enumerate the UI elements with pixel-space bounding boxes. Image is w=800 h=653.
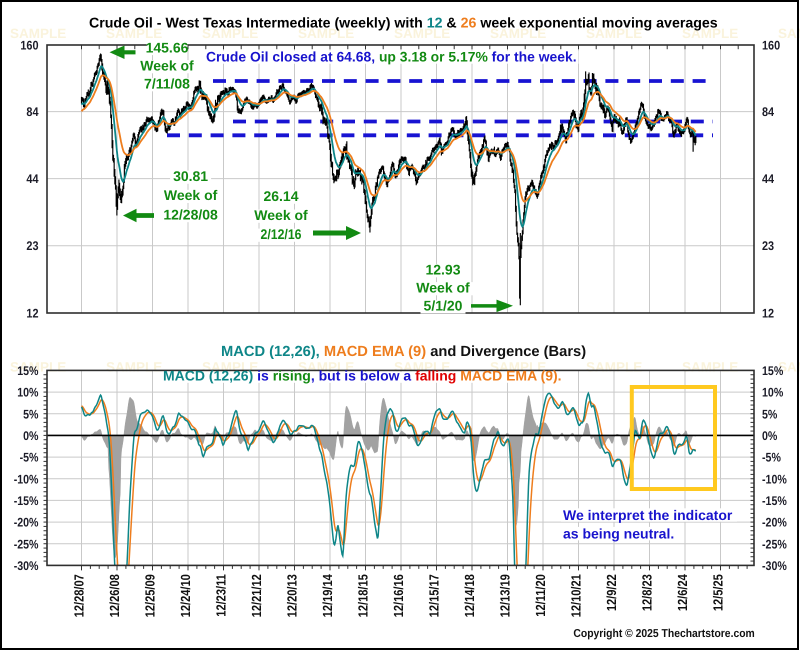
svg-text:12/26/08: 12/26/08 (107, 574, 122, 617)
svg-text:12/21/12: 12/21/12 (249, 574, 264, 617)
svg-text:12/25/09: 12/25/09 (142, 574, 157, 617)
svg-text:12/9/22: 12/9/22 (604, 574, 619, 611)
svg-text:-25%: -25% (762, 537, 787, 551)
svg-text:MACD (12,26), MACD EMA (9) and: MACD (12,26), MACD EMA (9) and Divergenc… (221, 344, 586, 360)
svg-text:5/1/20: 5/1/20 (424, 298, 463, 314)
svg-text:Week of: Week of (254, 207, 308, 223)
svg-text:-10%: -10% (762, 472, 787, 486)
svg-text:84: 84 (762, 105, 774, 119)
svg-text:5%: 5% (23, 407, 38, 421)
svg-text:12.93: 12.93 (425, 262, 460, 278)
svg-text:12/20/13: 12/20/13 (284, 574, 299, 617)
svg-text:12/15/17: 12/15/17 (426, 574, 441, 617)
svg-text:12/24/10: 12/24/10 (178, 574, 193, 617)
svg-text:12/5/25: 12/5/25 (711, 574, 726, 611)
svg-text:-30%: -30% (762, 559, 787, 573)
svg-text:SAMPLE: SAMPLE (490, 26, 546, 41)
svg-text:MACD (12,26) is rising, but is: MACD (12,26) is rising, but is below a f… (163, 368, 562, 384)
svg-text:0%: 0% (762, 429, 777, 443)
svg-text:12/18/15: 12/18/15 (355, 574, 370, 617)
svg-text:-5%: -5% (762, 451, 781, 465)
svg-text:160: 160 (762, 39, 780, 53)
svg-text:44: 44 (26, 172, 38, 186)
svg-text:84: 84 (26, 105, 38, 119)
svg-text:12/8/23: 12/8/23 (640, 574, 655, 611)
svg-text:12/23/11: 12/23/11 (213, 574, 228, 617)
svg-text:SAMPLE: SAMPLE (202, 26, 258, 41)
svg-text:-25%: -25% (14, 537, 39, 551)
svg-text:We interpret the indicator: We interpret the indicator (563, 507, 733, 523)
svg-text:26.14: 26.14 (263, 188, 298, 204)
svg-text:12/28/07: 12/28/07 (72, 574, 87, 617)
svg-text:15%: 15% (17, 364, 38, 378)
svg-text:as being neutral.: as being neutral. (563, 526, 674, 542)
svg-text:12/16/16: 12/16/16 (391, 574, 406, 617)
svg-text:0%: 0% (23, 429, 38, 443)
svg-text:Week of: Week of (164, 187, 218, 203)
svg-text:Copyright © 2025 Thechartstore: Copyright © 2025 Thechartstore.com (573, 628, 754, 640)
svg-text:145.66: 145.66 (146, 39, 189, 55)
svg-text:15%: 15% (762, 364, 783, 378)
svg-text:12/11/20: 12/11/20 (533, 574, 548, 617)
svg-text:-15%: -15% (762, 494, 787, 508)
svg-text:12/28/08: 12/28/08 (163, 206, 218, 222)
svg-text:2/12/16: 2/12/16 (261, 226, 302, 242)
svg-text:12/10/21: 12/10/21 (569, 574, 584, 617)
svg-text:SAMPLE: SAMPLE (586, 26, 642, 41)
svg-text:-5%: -5% (20, 451, 39, 465)
svg-text:10%: 10% (762, 386, 783, 400)
svg-text:12/14/18: 12/14/18 (462, 574, 477, 617)
svg-text:12: 12 (26, 307, 38, 321)
svg-text:12/13/19: 12/13/19 (497, 574, 512, 617)
svg-text:-20%: -20% (14, 516, 39, 530)
svg-text:23: 23 (26, 239, 38, 253)
svg-text:5%: 5% (762, 407, 777, 421)
svg-text:12: 12 (762, 307, 774, 321)
svg-text:Crude Oil - West Texas Interme: Crude Oil - West Texas Intermediate (wee… (89, 16, 718, 32)
svg-text:30.81: 30.81 (173, 168, 208, 184)
svg-text:SAMPLE: SAMPLE (106, 360, 162, 375)
svg-text:-30%: -30% (14, 559, 39, 573)
svg-text:SAMPLE: SAMPLE (778, 26, 800, 41)
svg-text:SAMPLE: SAMPLE (778, 360, 800, 375)
svg-text:23: 23 (762, 239, 774, 253)
svg-text:Week of: Week of (140, 58, 194, 74)
svg-text:Week of: Week of (416, 280, 470, 296)
svg-text:10%: 10% (17, 386, 38, 400)
svg-text:44: 44 (762, 172, 774, 186)
svg-text:SAMPLE: SAMPLE (682, 360, 738, 375)
svg-text:SAMPLE: SAMPLE (682, 26, 738, 41)
svg-text:-20%: -20% (762, 516, 787, 530)
svg-text:-15%: -15% (14, 494, 39, 508)
svg-text:-10%: -10% (14, 472, 39, 486)
svg-text:12/19/14: 12/19/14 (320, 574, 335, 618)
svg-text:Crude Oil closed at 64.68, up: Crude Oil closed at 64.68, up 3.18 or 5.… (206, 49, 577, 65)
svg-text:160: 160 (20, 39, 38, 53)
svg-text:SAMPLE: SAMPLE (106, 26, 162, 41)
svg-text:SAMPLE: SAMPLE (10, 26, 66, 41)
svg-text:12/6/24: 12/6/24 (675, 574, 690, 612)
svg-text:7/11/08: 7/11/08 (144, 76, 190, 92)
svg-text:SAMPLE: SAMPLE (394, 26, 450, 41)
svg-text:SAMPLE: SAMPLE (298, 26, 354, 41)
